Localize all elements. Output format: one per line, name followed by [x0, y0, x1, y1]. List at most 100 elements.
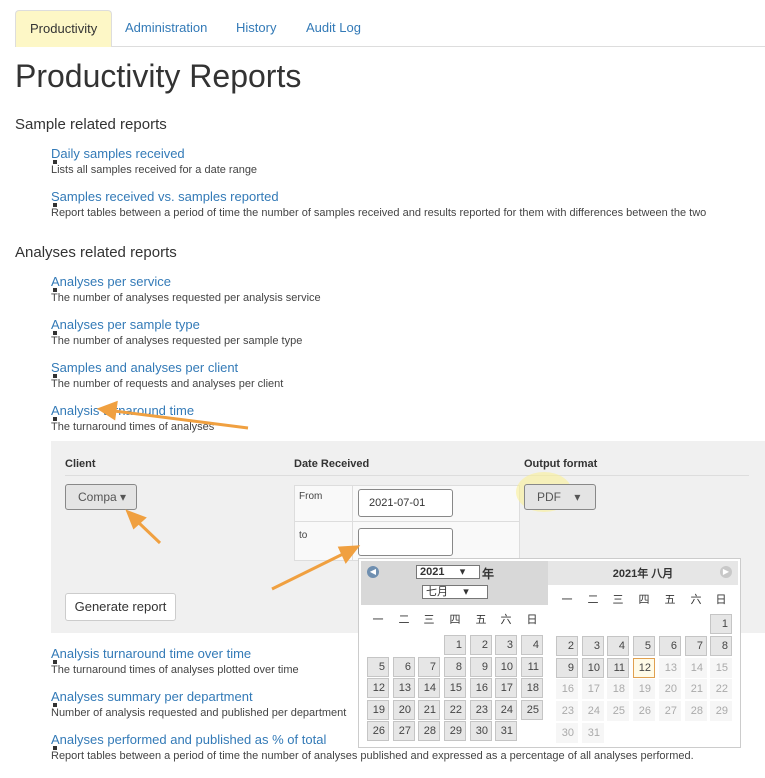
tab[interactable]: Administration	[125, 20, 208, 35]
calendar-day[interactable]: 6	[393, 656, 415, 677]
weekday: 一	[561, 594, 573, 606]
calendar-day[interactable]: 4	[607, 635, 629, 656]
tab[interactable]: Productivity	[15, 10, 113, 47]
calendar-day[interactable]: 9	[470, 656, 492, 677]
date-label: Date Received	[294, 458, 370, 470]
calendar-day[interactable]: 30	[470, 721, 492, 742]
calendar-day[interactable]: 19	[367, 699, 389, 720]
year-suffix: 年	[482, 567, 495, 581]
from-label: From	[299, 491, 323, 502]
calendar-day: 15	[710, 657, 732, 678]
calendar-day[interactable]: 13	[393, 678, 415, 699]
to-input[interactable]	[358, 528, 453, 556]
calendar-day[interactable]: 15	[444, 678, 466, 699]
month-value: 七月	[426, 586, 448, 598]
calendar-day[interactable]: 18	[521, 678, 543, 699]
calendar-day[interactable]: 28	[418, 721, 440, 742]
to-label: to	[299, 530, 308, 541]
date-divider	[352, 485, 353, 561]
report-link[interactable]: Analyses per service	[51, 274, 171, 289]
weekday: 二	[587, 594, 599, 606]
calendar-day[interactable]: 16	[470, 678, 492, 699]
bullet	[53, 160, 57, 164]
calendar-day[interactable]: 3	[495, 635, 517, 655]
calendar-day: 25	[607, 701, 629, 722]
tab[interactable]: Audit Log	[306, 20, 361, 35]
from-input[interactable]: 2021-07-01	[358, 489, 453, 517]
arrow	[136, 520, 162, 545]
calendar-day[interactable]: 7	[418, 656, 440, 677]
report-link[interactable]: Analyses performed and published as % of…	[51, 732, 327, 747]
format-select[interactable]: PDF ▾	[524, 484, 596, 510]
calendar-day[interactable]: 21	[418, 699, 440, 720]
calendar-day: 16	[556, 679, 578, 700]
calendar-day[interactable]: 17	[495, 678, 517, 699]
calendar-day[interactable]: 10	[495, 656, 517, 677]
bullet	[53, 331, 57, 335]
weekday: 六	[690, 594, 702, 606]
report-link[interactable]: Analyses per sample type	[51, 317, 200, 332]
calendar-day: 30	[556, 723, 578, 743]
calendar-day[interactable]: 2	[470, 635, 492, 655]
tab[interactable]: History	[236, 20, 277, 35]
calendar-day[interactable]: 8	[444, 656, 466, 677]
calendar-day[interactable]: 26	[367, 721, 389, 742]
report-link[interactable]: Daily samples received	[51, 146, 185, 161]
calendar-day[interactable]: 10	[582, 657, 604, 678]
client-value: Compa	[78, 490, 117, 504]
prev-button[interactable]: ◀	[367, 566, 379, 578]
calendar-day[interactable]: 5	[633, 635, 655, 656]
calendar-day[interactable]: 7	[685, 635, 707, 656]
calendar-day[interactable]: 20	[393, 699, 415, 720]
calendar-day: 13	[659, 657, 681, 678]
calendar-day[interactable]: 1	[444, 635, 466, 655]
bullet	[53, 746, 57, 750]
calendar-day[interactable]: 11	[607, 657, 629, 678]
calendar-day[interactable]: 12	[367, 678, 389, 699]
calendar-day: 21	[685, 679, 707, 700]
format-value: PDF	[537, 490, 561, 504]
calendar-day: 19	[633, 679, 655, 700]
year-select[interactable]: 2021 ▾	[416, 565, 480, 579]
calendar-day[interactable]: 11	[521, 656, 543, 677]
calendar-day[interactable]: 8	[710, 635, 732, 656]
calendar-day[interactable]: 2	[556, 635, 578, 656]
calendar-day[interactable]: 14	[418, 678, 440, 699]
calendar-day[interactable]: 9	[556, 657, 578, 678]
report-link[interactable]: Analyses summary per department	[51, 689, 253, 704]
calendar-day[interactable]: 4	[521, 635, 543, 655]
month-select[interactable]: 七月 ▾	[422, 585, 488, 599]
generate-button[interactable]: Generate report	[65, 593, 176, 621]
report-link[interactable]: Analysis turnaround time over time	[51, 646, 252, 661]
bullet	[53, 703, 57, 707]
calendar-day[interactable]: 25	[521, 699, 543, 720]
weekday: 三	[423, 614, 435, 626]
arrows	[96, 400, 361, 591]
calendar-day[interactable]: 22	[444, 699, 466, 720]
next-button[interactable]: ▶	[720, 566, 732, 578]
report-link[interactable]: Samples and analyses per client	[51, 360, 239, 375]
calendar-day[interactable]: 31	[495, 721, 517, 742]
weekday: 三	[612, 594, 624, 606]
calendar-day[interactable]: 6	[659, 635, 681, 656]
weekday: 五	[664, 594, 676, 606]
weekday: 四	[449, 614, 461, 626]
calendar-day[interactable]: 23	[470, 699, 492, 720]
calendar-day[interactable]: 29	[444, 721, 466, 742]
report-description: Number of analysis requested and publish…	[51, 707, 347, 719]
calendar-day: 23	[556, 701, 578, 722]
bullet	[53, 203, 57, 207]
bullet	[53, 288, 57, 292]
client-label: Client	[65, 458, 96, 470]
report-description: The number of analyses requested per sam…	[51, 335, 303, 347]
calendar-day[interactable]: 5	[367, 656, 389, 677]
report-link[interactable]: Samples received vs. samples reported	[51, 189, 279, 204]
calendar-day[interactable]: 27	[393, 721, 415, 742]
calendar-day[interactable]: 24	[495, 699, 517, 720]
report-link[interactable]: Analysis turnaround time	[51, 403, 195, 418]
client-select[interactable]: Compa ▾	[65, 484, 137, 510]
calendar-day[interactable]: 1	[710, 614, 732, 634]
date-divider	[294, 521, 520, 522]
calendar-day[interactable]: 12	[633, 657, 655, 678]
calendar-day[interactable]: 3	[582, 635, 604, 656]
